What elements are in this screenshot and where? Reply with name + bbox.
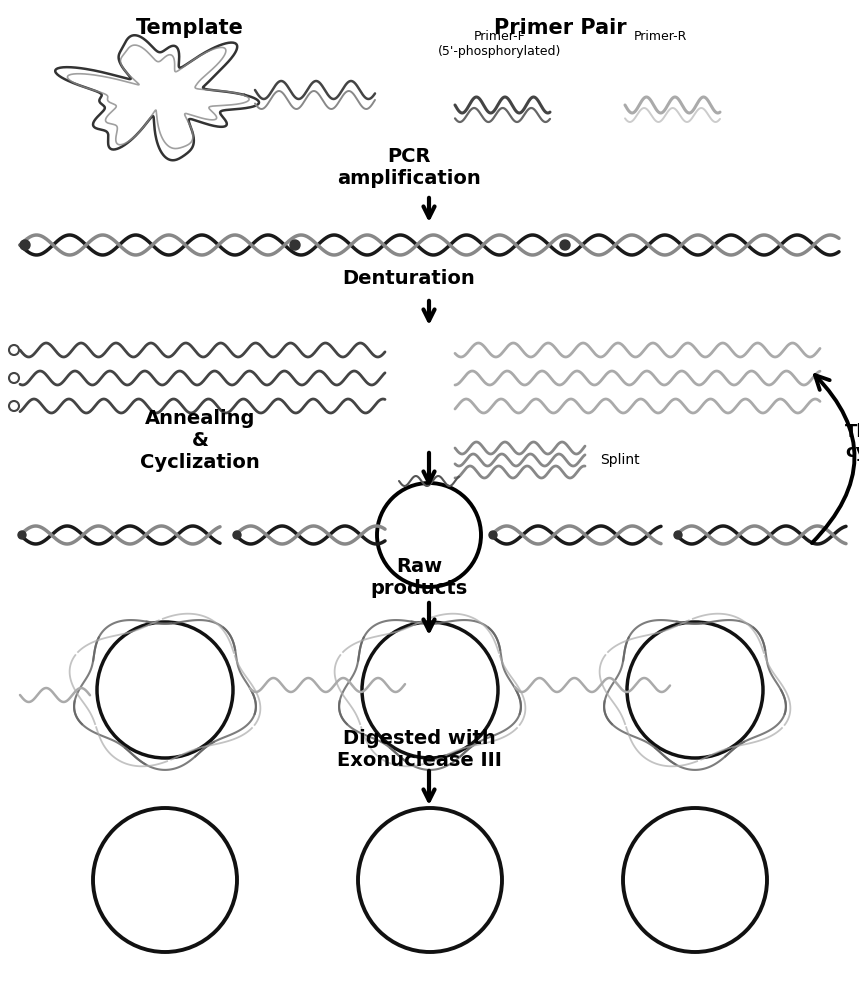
Circle shape bbox=[560, 240, 570, 250]
Text: Denturation: Denturation bbox=[343, 268, 475, 288]
Text: Splint: Splint bbox=[600, 453, 640, 467]
Text: Digested with
Exonuclease III: Digested with Exonuclease III bbox=[337, 730, 502, 770]
Circle shape bbox=[489, 531, 497, 539]
Circle shape bbox=[233, 531, 241, 539]
Text: Raw
products: Raw products bbox=[370, 558, 467, 598]
Text: Primer-F
(5'-phosphorylated): Primer-F (5'-phosphorylated) bbox=[438, 30, 562, 58]
Circle shape bbox=[18, 531, 26, 539]
Circle shape bbox=[290, 240, 300, 250]
Text: Template: Template bbox=[136, 18, 244, 38]
Circle shape bbox=[674, 531, 682, 539]
Circle shape bbox=[20, 240, 30, 250]
Text: PCR
amplification: PCR amplification bbox=[337, 147, 481, 188]
Text: Primer Pair: Primer Pair bbox=[494, 18, 626, 38]
Text: Primer-R: Primer-R bbox=[633, 30, 686, 43]
Text: Thermal
cycles: Thermal cycles bbox=[845, 423, 859, 461]
Text: Annealing
&
Cyclization: Annealing & Cyclization bbox=[140, 408, 260, 472]
